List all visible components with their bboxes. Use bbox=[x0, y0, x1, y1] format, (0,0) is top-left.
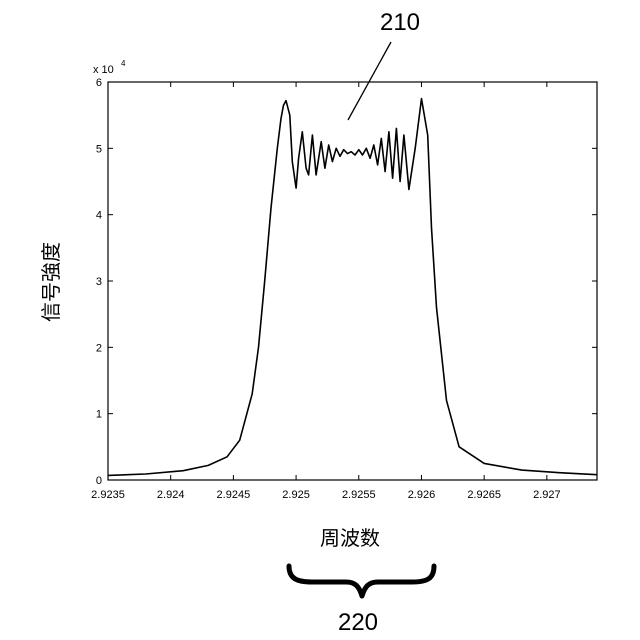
x-tick-label: 2.926 bbox=[408, 489, 436, 501]
y-tick-label: 4 bbox=[96, 210, 102, 222]
signal-line bbox=[108, 99, 597, 476]
x-tick-label: 2.9265 bbox=[467, 489, 501, 501]
y-scale-label: x 10 bbox=[93, 64, 114, 76]
x-tick-label: 2.9255 bbox=[342, 489, 376, 501]
y-axis-title: 信号強度 bbox=[40, 242, 63, 322]
y-scale-exponent: 4 bbox=[121, 59, 126, 68]
bandwidth-brace bbox=[289, 566, 434, 596]
y-tick-label: 5 bbox=[96, 143, 102, 155]
x-tick-label: 2.925 bbox=[282, 489, 310, 501]
y-tick-label: 6 bbox=[96, 77, 102, 89]
x-tick-label: 2.9235 bbox=[91, 489, 125, 501]
y-tick-label: 1 bbox=[96, 409, 102, 421]
x-tick-label: 2.9245 bbox=[217, 489, 251, 501]
plot-frame bbox=[108, 82, 597, 480]
x-axis-title: 周波数 bbox=[320, 527, 380, 550]
peak-callout-leader bbox=[348, 42, 391, 120]
x-tick-label: 2.924 bbox=[157, 489, 185, 501]
x-tick-label: 2.927 bbox=[533, 489, 561, 501]
x-axis-ticks: 2.9235 2.924 2.9245 2.925 2.9255 2.926 2.9265 2… bbox=[91, 82, 560, 501]
peak-callout-label: 210 bbox=[380, 9, 420, 36]
y-tick-label: 2 bbox=[96, 342, 102, 354]
y-tick-label: 3 bbox=[96, 276, 102, 288]
y-tick-label: 0 bbox=[96, 475, 102, 487]
y-axis-ticks: 0 1 2 3 4 5 6 bbox=[96, 77, 597, 487]
bandwidth-callout-label: 220 bbox=[338, 609, 378, 636]
